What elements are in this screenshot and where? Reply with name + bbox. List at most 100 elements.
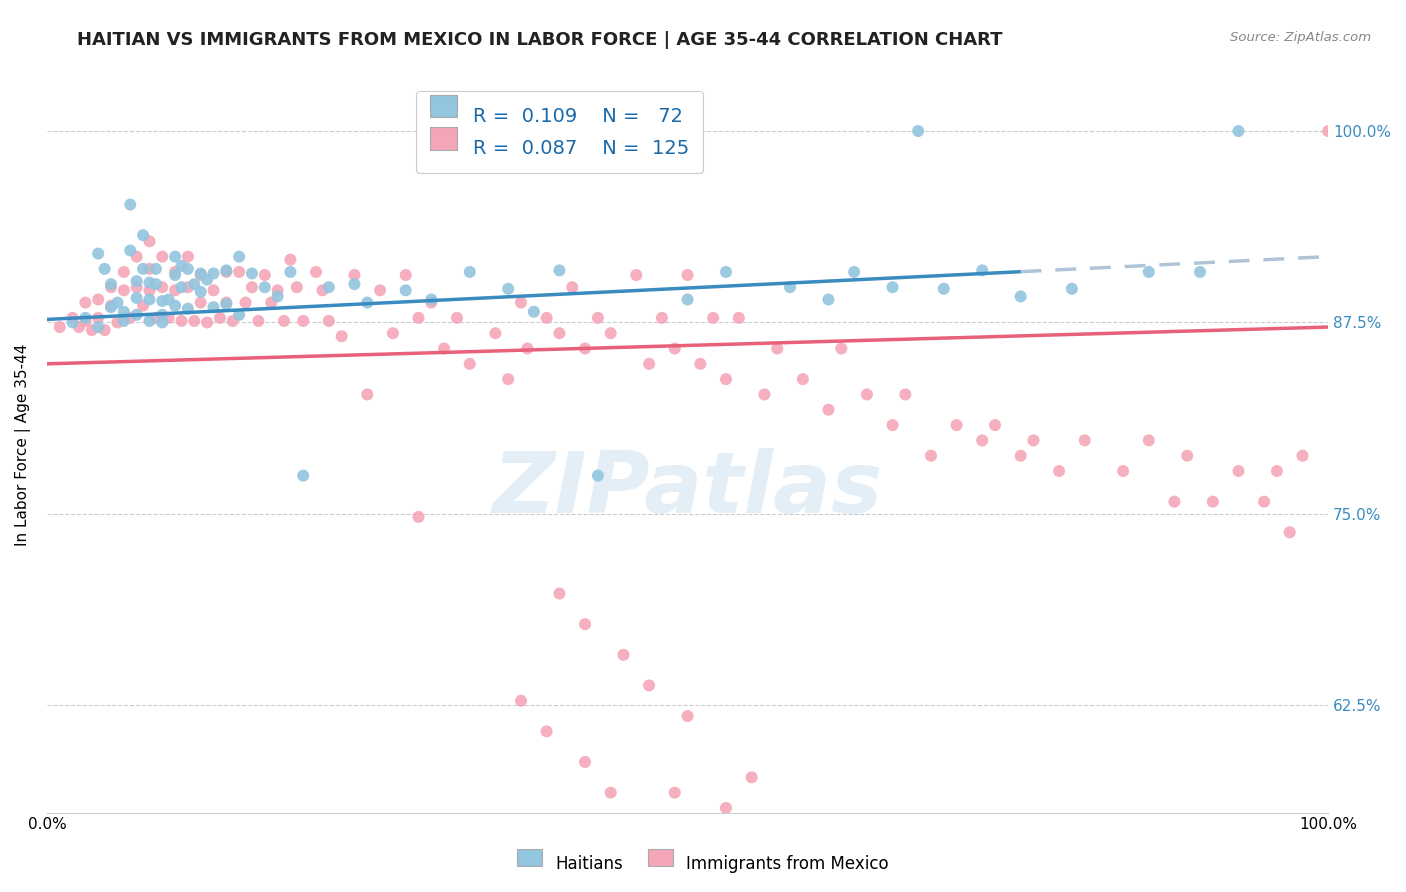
Point xyxy=(125,291,148,305)
Point xyxy=(689,357,711,371)
Point xyxy=(830,342,852,356)
Point xyxy=(664,342,686,356)
Point xyxy=(612,648,634,662)
Point xyxy=(100,299,122,313)
Point xyxy=(408,510,430,524)
Point xyxy=(202,283,225,297)
Point xyxy=(132,228,155,243)
Point xyxy=(177,301,200,316)
Point xyxy=(945,418,967,433)
Point xyxy=(145,310,167,325)
Point xyxy=(202,300,225,314)
Point xyxy=(1227,124,1250,138)
Point xyxy=(626,268,648,282)
Point xyxy=(150,250,173,264)
Point xyxy=(138,276,160,290)
Point xyxy=(599,326,621,341)
Point xyxy=(792,372,814,386)
Point xyxy=(195,316,218,330)
Point xyxy=(222,314,245,328)
Point xyxy=(87,310,110,325)
Point xyxy=(1317,124,1340,138)
Point xyxy=(882,280,904,294)
Point xyxy=(292,468,315,483)
Point xyxy=(125,308,148,322)
Point xyxy=(523,304,546,318)
Point xyxy=(138,261,160,276)
Point xyxy=(548,326,571,341)
Point xyxy=(120,197,142,211)
Point xyxy=(112,283,135,297)
Point xyxy=(1073,434,1095,448)
Point xyxy=(112,314,135,328)
Point xyxy=(1010,449,1032,463)
Text: Source: ZipAtlas.com: Source: ZipAtlas.com xyxy=(1230,31,1371,45)
Point xyxy=(170,259,193,273)
Point xyxy=(112,265,135,279)
Point xyxy=(1202,494,1225,508)
Point xyxy=(1175,449,1198,463)
Point xyxy=(1253,494,1275,508)
Point xyxy=(49,320,72,334)
Point xyxy=(548,586,571,600)
Point xyxy=(228,265,250,279)
Point xyxy=(240,280,263,294)
Point xyxy=(280,265,302,279)
Point xyxy=(626,816,648,830)
Point xyxy=(510,295,533,310)
Point xyxy=(177,280,200,294)
Point xyxy=(318,280,340,294)
Point xyxy=(842,265,865,279)
Point xyxy=(664,786,686,800)
Point xyxy=(496,372,519,386)
Point xyxy=(80,323,103,337)
Point xyxy=(228,308,250,322)
Point xyxy=(240,267,263,281)
Point xyxy=(856,387,879,401)
Point xyxy=(165,299,187,313)
Point xyxy=(208,310,231,325)
Point xyxy=(120,244,142,258)
Point xyxy=(190,285,212,299)
Point xyxy=(638,357,661,371)
Point xyxy=(714,801,737,815)
Point xyxy=(984,418,1007,433)
Point xyxy=(395,268,418,282)
Point xyxy=(183,277,205,292)
Point xyxy=(150,316,173,330)
Point xyxy=(253,268,276,282)
Point xyxy=(510,694,533,708)
Point xyxy=(1189,265,1212,279)
Point xyxy=(311,283,333,297)
Point xyxy=(536,724,558,739)
Point xyxy=(702,310,724,325)
Point xyxy=(190,267,212,281)
Point xyxy=(93,323,115,337)
Point xyxy=(433,342,456,356)
Point xyxy=(165,250,187,264)
Point xyxy=(516,342,538,356)
Point xyxy=(548,263,571,277)
Point xyxy=(458,265,481,279)
Point xyxy=(1047,464,1070,478)
Point xyxy=(228,250,250,264)
Point xyxy=(574,617,596,632)
Point xyxy=(87,293,110,307)
Point xyxy=(215,295,238,310)
Point xyxy=(75,310,97,325)
Point xyxy=(150,308,173,322)
Point xyxy=(754,387,776,401)
Point xyxy=(330,329,353,343)
Point xyxy=(676,293,699,307)
Point xyxy=(356,295,378,310)
Point xyxy=(689,816,711,830)
Point xyxy=(1265,464,1288,478)
Point xyxy=(170,314,193,328)
Point xyxy=(177,261,200,276)
Point xyxy=(741,770,763,784)
Point xyxy=(408,310,430,325)
Point xyxy=(138,293,160,307)
Point xyxy=(586,310,609,325)
Point xyxy=(157,310,180,325)
Point xyxy=(125,280,148,294)
